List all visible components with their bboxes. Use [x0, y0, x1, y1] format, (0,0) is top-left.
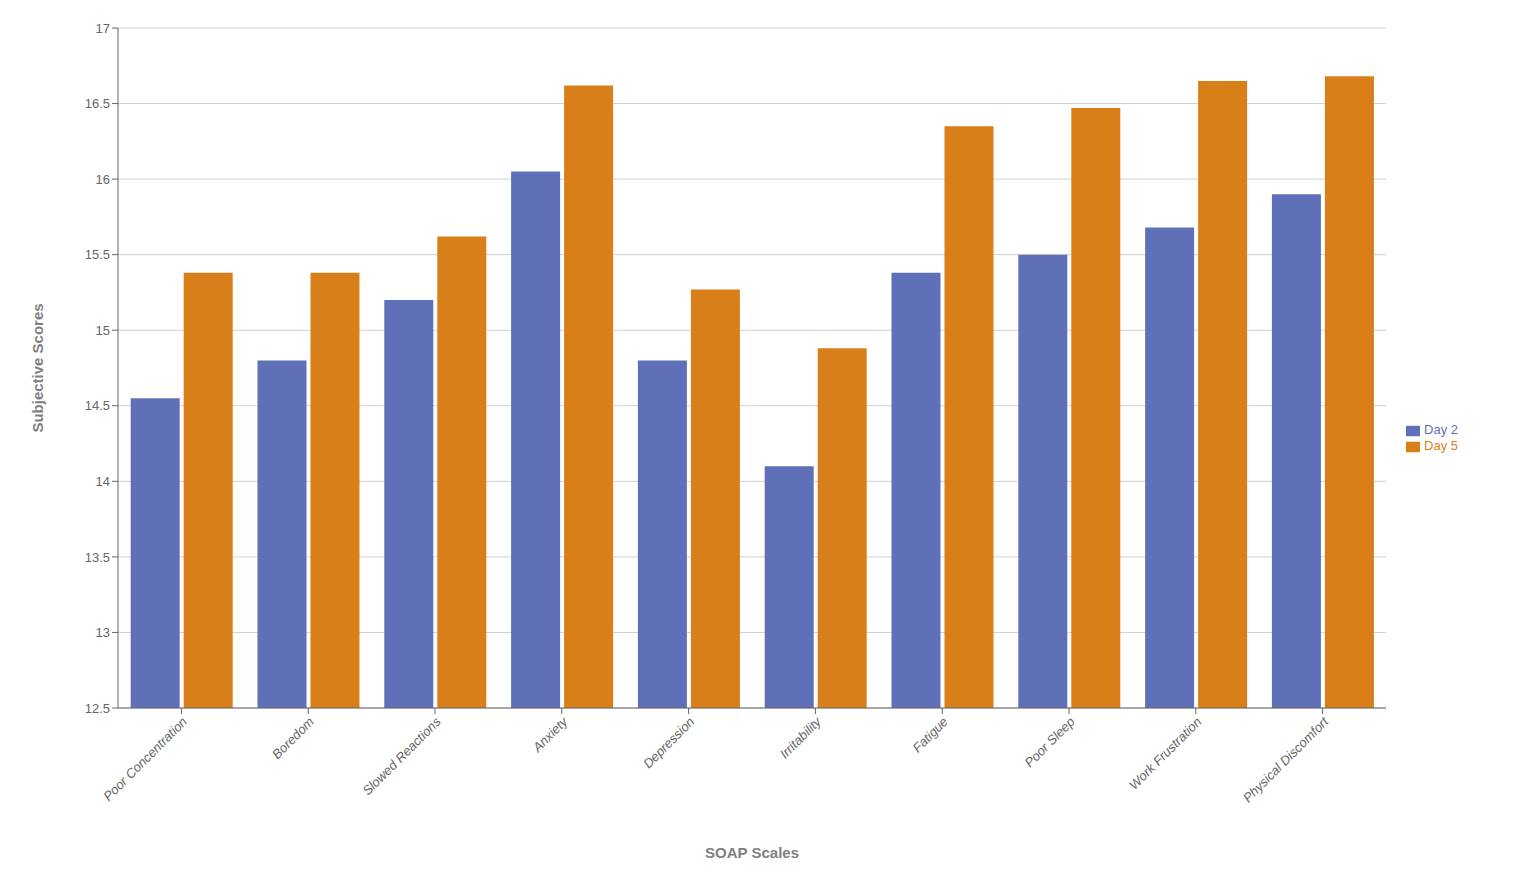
svg-text:13.5: 13.5	[85, 550, 110, 565]
html-text:Day 5: Day 5	[1424, 438, 1458, 453]
svg-text:Anxiety: Anxiety	[529, 713, 572, 756]
svg-text:16.5: 16.5	[85, 96, 110, 111]
svg-text:Irritability: Irritability	[777, 713, 825, 761]
html-text:Day 2: Day 2	[1424, 422, 1458, 438]
svg-text:15: 15	[96, 323, 110, 338]
svg-text:Poor Concentration: Poor Concentration	[100, 714, 190, 804]
svg-text:Depression: Depression	[640, 714, 697, 771]
svg-text:Work Frustration: Work Frustration	[1126, 714, 1205, 793]
svg-text:Subjective Scores: Subjective Scores	[29, 303, 46, 432]
svg-text:15.5: 15.5	[85, 247, 110, 262]
svg-text:Slowed Reactions: Slowed Reactions	[359, 714, 444, 799]
svg-text:17: 17	[96, 21, 110, 36]
svg-text:SOAP Scales: SOAP Scales	[705, 844, 799, 861]
svg-text:Physical Discomfort: Physical Discomfort	[1240, 713, 1332, 805]
svg-text:13: 13	[96, 625, 110, 640]
svg-text:Fatigue: Fatigue	[910, 714, 951, 755]
svg-text:16: 16	[96, 172, 110, 187]
svg-text:14.5: 14.5	[85, 398, 110, 413]
svg-text:Poor Sleep: Poor Sleep	[1022, 714, 1078, 770]
svg-text:Boredom: Boredom	[269, 714, 317, 762]
svg-text:12.5: 12.5	[85, 701, 110, 716]
svg-text:14: 14	[96, 474, 110, 489]
